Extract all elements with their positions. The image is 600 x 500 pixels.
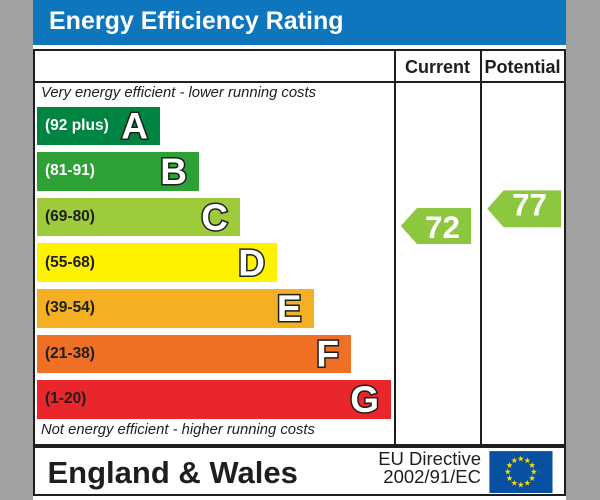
svg-text:F: F <box>316 334 339 375</box>
svg-text:77: 77 <box>512 187 547 223</box>
svg-text:E: E <box>277 288 302 329</box>
svg-text:C: C <box>201 197 228 238</box>
svg-text:D: D <box>238 242 265 283</box>
svg-text:G: G <box>350 379 379 420</box>
svg-text:A: A <box>121 106 148 147</box>
svg-text:72: 72 <box>425 209 460 245</box>
svg-text:B: B <box>160 151 187 192</box>
